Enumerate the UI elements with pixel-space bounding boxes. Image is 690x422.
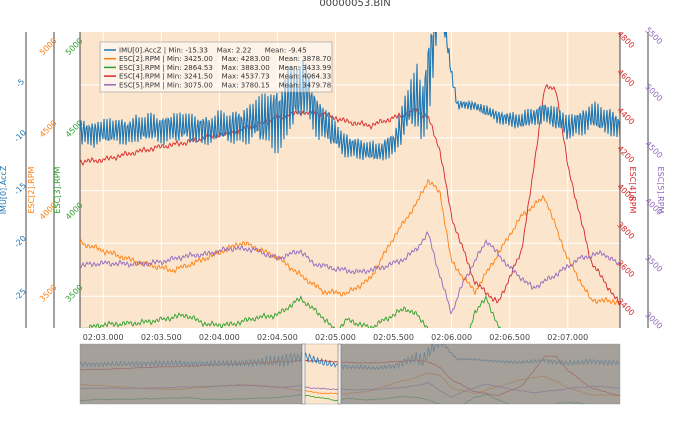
x-tick-label: 02:06.000 xyxy=(431,333,472,342)
series-line xyxy=(80,83,620,306)
y-tick-label: 3000 xyxy=(643,310,664,331)
x-tick-label: 02:03.500 xyxy=(141,333,182,342)
x-tick-label: 02:05.500 xyxy=(373,333,414,342)
y-tick-label: 5000 xyxy=(643,82,664,103)
legend-entry: ESC[2].RPM | Min: 3425.00 Max: 4283.00 M… xyxy=(119,55,331,63)
x-tick-label: 02:04.500 xyxy=(257,333,298,342)
range-handle-right[interactable] xyxy=(337,343,342,405)
y-tick-label: 4500 xyxy=(38,119,59,140)
chart-title: 00000053.BIN xyxy=(319,0,390,9)
y-tick-label: 3500 xyxy=(643,253,664,274)
x-tick-label: 02:05.000 xyxy=(315,333,356,342)
x-tick-label: 02:07.000 xyxy=(547,333,588,342)
x-tick-label: 02:03.000 xyxy=(83,333,124,342)
y-axis-title: ESC[2].RPM xyxy=(27,166,36,213)
y-tick-label: 3500 xyxy=(38,283,59,304)
y-tick-label: -5 xyxy=(14,77,26,89)
y-axis-title: ESC[5].RPM xyxy=(656,167,665,214)
y-axis-title: IMU[0].AccZ xyxy=(0,165,8,214)
legend-entry: ESC[5].RPM | Min: 3075.00 Max: 3780.15 M… xyxy=(119,81,331,89)
series-line xyxy=(80,178,620,306)
y-tick-label: 4500 xyxy=(643,139,664,160)
range-mask-right xyxy=(340,344,620,404)
y-tick-label: 5000 xyxy=(38,36,59,57)
y-tick-label: 5500 xyxy=(643,26,664,47)
series-line xyxy=(80,231,620,315)
axes-layer: 02:03.000 02:03.500 02:04.000 02:04.500 02:0… xyxy=(0,26,665,405)
x-tick-label: 02:04.000 xyxy=(199,333,240,342)
range-mask-left xyxy=(80,344,304,404)
legend-box xyxy=(99,41,333,93)
legend-entry: ESC[3].RPM | Min: 2864.53 Max: 3883.00 M… xyxy=(119,64,331,72)
legend-entry: IMU[0].AccZ | Min: -15.33 Max: 2.22 Mean… xyxy=(119,47,307,55)
y-axis-title: ESC[3].RPM xyxy=(53,166,62,213)
legend-entry: ESC[4].RPM | Min: 3241.50 Max: 4537.73 M… xyxy=(119,73,331,81)
x-tick-label: 02:06.500 xyxy=(489,333,530,342)
series-line xyxy=(80,32,620,161)
y-axis-title: ESC[4].RPM xyxy=(628,167,637,214)
range-handle-left[interactable] xyxy=(301,343,306,405)
series-line xyxy=(82,294,501,328)
